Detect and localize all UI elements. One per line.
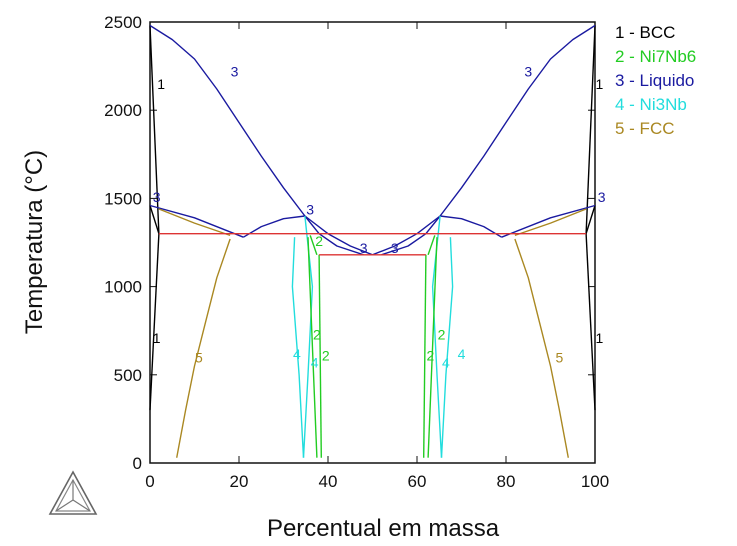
legend-item: 3 - Liquido [615,71,694,90]
curve-label: 2 [315,233,323,249]
curve-label: 3 [598,189,606,205]
x-tick-label: 100 [581,472,609,491]
phase-boundary-line [372,215,441,256]
phase-boundary-line [427,237,438,458]
y-tick-label: 2500 [104,13,142,32]
curve-label: 1 [153,330,161,346]
curve-label: 3 [306,201,314,217]
x-tick-label: 0 [145,472,154,491]
curve-label: 3 [231,64,239,80]
series-fcc [158,208,587,458]
y-tick-label: 500 [114,366,142,385]
curve-label: 1 [157,76,165,92]
curve-label: 5 [195,349,203,365]
phase-boundary-line [304,215,364,256]
phase-boundary-line [243,215,305,238]
curve-label: 2 [313,327,321,343]
legend-item: 4 - Ni3Nb [615,95,687,114]
curve-label: 1 [596,330,604,346]
curve-label: 4 [293,346,301,362]
phase-boundary-line [514,208,587,237]
y-tick-label: 1000 [104,278,142,297]
curve-label: 4 [311,355,319,371]
phase-boundary-line [307,237,318,458]
phase-boundary-line [585,25,596,234]
curve-label: 3 [360,240,368,256]
thermo-calc-logo-icon [48,470,98,515]
x-tick-label: 40 [319,472,338,491]
phase-boundary-line [158,208,231,237]
x-tick-label: 60 [408,472,427,491]
curve-label: 2 [426,348,434,364]
series-invariantes [158,233,587,256]
phase-boundary-line [149,25,160,234]
y-tick-label: 0 [133,454,142,473]
phase-boundary-line [149,204,244,238]
phase-boundary-line [309,235,318,256]
curve-label: 3 [153,189,161,205]
phase-boundary-line [440,237,454,458]
phase-boundary-line [440,215,502,238]
legend: 1 - BCC 2 - Ni7Nb6 3 - Liquido 4 - Ni3Nb 5 -… [615,23,696,138]
phase-boundary-line [423,254,427,458]
curve-label: 5 [556,349,564,365]
plot-area [149,21,596,464]
phase-boundary-line [318,254,322,458]
phase-boundary-line [427,235,436,256]
curve-label: 2 [322,348,330,364]
phase-boundary-line [149,205,160,234]
phase-boundary-line [501,204,596,238]
phase-boundary-line [439,24,596,217]
series-liquido [149,24,596,256]
y-tick-label: 2000 [104,101,142,120]
phase-boundary-line [291,237,305,458]
phase-boundary-line [585,205,596,234]
x-axis-title: Percentual em massa [267,515,500,542]
curve-label: 2 [438,327,446,343]
x-tick-label: 20 [230,472,249,491]
series-ni7nb6 [307,235,438,458]
series-bcc [149,25,596,411]
curve-label: 3 [391,240,399,256]
legend-item: 5 - FCC [615,119,675,138]
phase-boundary-line [514,238,569,458]
legend-item: 2 - Ni7Nb6 [615,47,696,66]
y-axis-title: Temperatura (°C) [21,150,48,334]
curve-label: 1 [596,76,604,92]
phase-boundary-line [149,233,160,411]
x-tick-label: 80 [497,472,516,491]
legend-item: 1 - BCC [615,23,675,42]
curve-label: 4 [442,355,450,371]
y-tick-label: 1500 [104,189,142,208]
phase-boundary-line [304,215,373,256]
phase-boundary-line [585,233,596,411]
phase-boundaries [149,24,596,458]
curve-label: 3 [524,64,532,80]
phase-boundary-line [149,24,306,217]
phase-boundary-line [176,238,231,458]
phase-boundary-line [381,215,441,256]
curve-label: 4 [458,346,466,362]
